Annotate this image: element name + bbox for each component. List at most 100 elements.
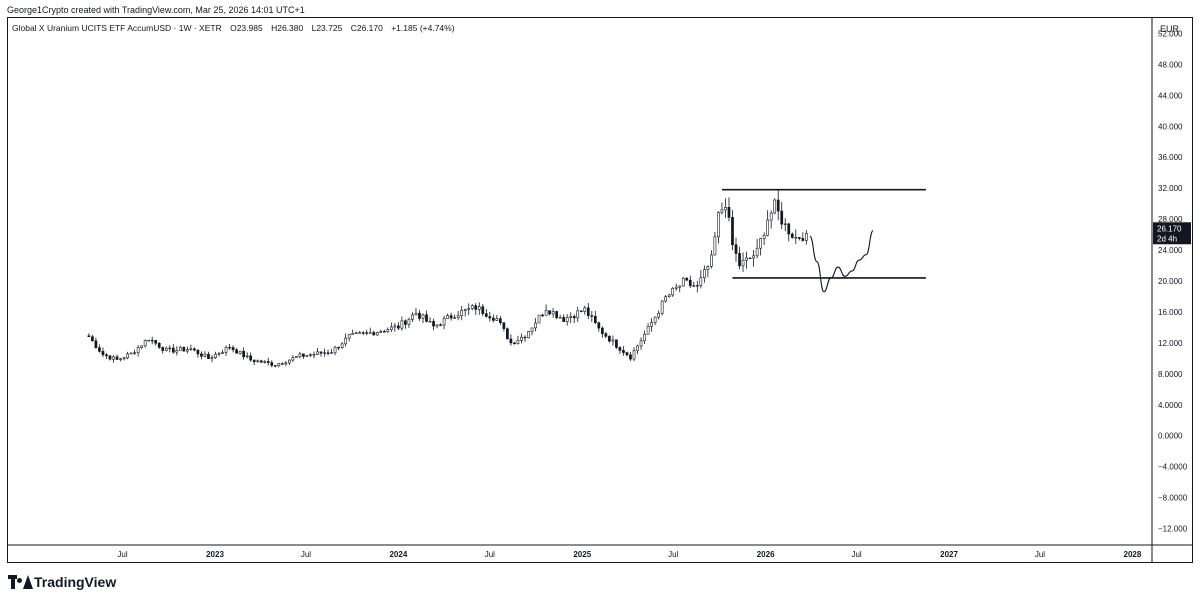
candle <box>404 319 407 329</box>
price-tick-label: 52.000 <box>1158 29 1183 38</box>
currency-label[interactable]: EUR <box>1160 24 1180 34</box>
candle <box>579 310 583 313</box>
candle <box>375 331 379 336</box>
candle <box>421 313 425 324</box>
candle <box>699 270 703 289</box>
candle <box>685 276 689 281</box>
candle <box>242 347 245 360</box>
candle <box>224 345 228 356</box>
candle <box>797 237 801 241</box>
candle <box>794 229 798 245</box>
candle <box>748 257 752 260</box>
candle <box>228 343 231 350</box>
candle <box>530 327 534 336</box>
candle <box>674 283 678 291</box>
time-tick-label: 2027 <box>940 550 958 559</box>
ohlc-high: H26.380 <box>271 23 304 33</box>
candle <box>119 358 122 362</box>
candle <box>351 329 355 335</box>
candle <box>91 334 94 342</box>
candle <box>713 232 717 256</box>
candle <box>467 303 471 316</box>
candle <box>702 265 706 283</box>
candle <box>681 276 685 287</box>
candle <box>544 304 548 316</box>
candlestick-series <box>87 190 808 368</box>
time-axis[interactable]: Jul 2023 Jul 2024 Jul 2025 Jul 2026 Jul 2027 Jul 20… <box>117 550 1141 559</box>
candle <box>365 329 369 336</box>
chart-credit: George1Crypto created with TradingView.c… <box>7 5 305 15</box>
price-change: +1.185 (+4.74%) <box>391 23 455 33</box>
candle <box>397 322 400 331</box>
candle <box>182 346 186 352</box>
price-tick-label: 20.000 <box>1158 277 1183 286</box>
candle <box>108 355 112 361</box>
price-axis[interactable]: 52.000 48.000 44.000 40.000 36.000 32.000 28.0… <box>1158 29 1188 533</box>
candle <box>333 345 337 356</box>
candle <box>193 347 196 352</box>
candle <box>164 346 168 352</box>
candle <box>189 344 193 351</box>
candle <box>678 285 682 293</box>
candle <box>572 314 576 324</box>
candle <box>312 351 316 359</box>
candle <box>513 341 516 345</box>
candle <box>601 326 604 338</box>
candle <box>790 232 794 239</box>
symbol-legend: Global X Uranium UCITS ETF AccumUSD · 1W… <box>12 23 461 33</box>
candle <box>734 237 738 262</box>
candle <box>101 347 105 358</box>
candle <box>368 327 372 334</box>
candle <box>147 339 151 342</box>
candle <box>583 305 587 315</box>
candle <box>386 327 390 334</box>
price-tick-label: 0.0000 <box>1158 432 1183 441</box>
bar-countdown-label: 2d 4h <box>1157 234 1177 243</box>
candle <box>752 250 755 267</box>
candle <box>175 346 179 356</box>
candle <box>527 331 530 339</box>
candle <box>537 314 541 324</box>
candle <box>284 361 288 366</box>
candle <box>407 317 411 328</box>
candle <box>597 321 601 332</box>
candle <box>207 351 210 360</box>
candle <box>354 331 358 334</box>
candle <box>344 333 347 347</box>
candle <box>481 304 485 316</box>
candle <box>759 237 762 256</box>
candle <box>411 312 414 322</box>
candle <box>340 342 344 349</box>
candle <box>453 314 457 319</box>
candle <box>231 345 235 353</box>
candle <box>590 311 594 323</box>
time-tick-label: Jul <box>485 550 495 559</box>
tradingview-brand: TradingView <box>8 574 116 590</box>
candle <box>154 340 158 346</box>
candle <box>442 315 446 330</box>
candle <box>491 314 495 323</box>
candle <box>724 198 727 218</box>
ohlc-low: L23.725 <box>311 23 343 33</box>
candle <box>214 351 217 359</box>
candle <box>650 318 653 332</box>
candle <box>439 323 442 326</box>
candle <box>94 337 98 349</box>
candle <box>688 275 692 289</box>
candle <box>506 327 509 340</box>
projection-path <box>809 230 874 293</box>
candle <box>400 316 404 331</box>
candle <box>477 302 481 315</box>
candle <box>150 336 154 345</box>
last-price-label: 26.170 <box>1157 224 1182 233</box>
time-tick-label: Jul <box>668 550 678 559</box>
time-tick-label: Jul <box>117 550 127 559</box>
candle <box>235 348 238 354</box>
candle <box>653 316 657 326</box>
candle <box>249 352 253 362</box>
candle <box>731 210 734 251</box>
price-tick-label: 44.000 <box>1158 91 1183 100</box>
symbol-title[interactable]: Global X Uranium UCITS ETF AccumUSD · 1W… <box>12 23 222 33</box>
